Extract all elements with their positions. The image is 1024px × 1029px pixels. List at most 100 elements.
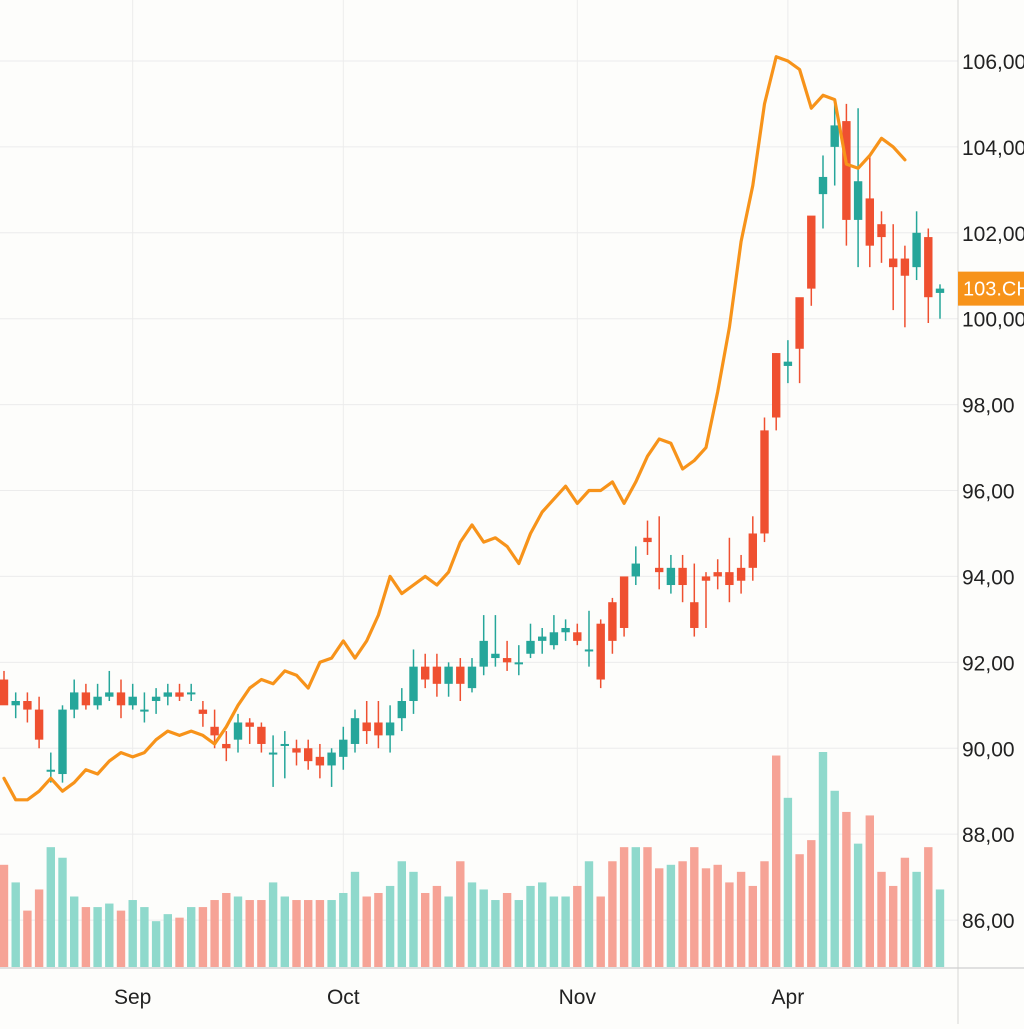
- volume-bar: [128, 900, 137, 967]
- candle-body: [397, 701, 406, 719]
- overlay-line-layer: [2, 55, 907, 802]
- volume-bar: [631, 847, 640, 967]
- candle-body: [70, 692, 79, 710]
- volume-bar: [140, 907, 149, 967]
- volume-bar: [175, 917, 184, 967]
- y-tick-label: 98,00: [962, 395, 1015, 418]
- y-axis-tick-labels: 86,00 88,00 90,00 92,00 94,00 96,00 98,00 100,0…: [962, 51, 1024, 933]
- volume-bar: [280, 896, 289, 967]
- volume-bar: [772, 755, 781, 967]
- volume-bar: [304, 900, 313, 967]
- candle-body: [900, 258, 910, 276]
- candle-body: [631, 563, 640, 577]
- candle-body: [818, 176, 828, 195]
- x-tick-label: Oct: [327, 986, 360, 1009]
- y-tick-label: 90,00: [962, 738, 1015, 761]
- candle-body: [339, 739, 348, 757]
- candle-body: [198, 709, 208, 714]
- volume-bar: [526, 885, 535, 967]
- volume-bar: [502, 892, 512, 967]
- volume-bar: [163, 914, 172, 967]
- candle-body: [807, 215, 816, 289]
- candle-body: [655, 567, 664, 573]
- candle-body: [210, 726, 219, 736]
- volume-bar: [596, 896, 605, 967]
- volume-bar: [924, 847, 933, 967]
- candle-body: [187, 692, 196, 695]
- candle-body: [608, 602, 617, 641]
- volume-bar: [187, 907, 196, 967]
- candle-body: [456, 666, 465, 684]
- candle-body: [432, 666, 442, 684]
- current-price-label: 103.CH: [963, 279, 1024, 301]
- x-tick-label: Apr: [772, 986, 805, 1009]
- candle-body: [502, 658, 512, 663]
- candle-body: [538, 636, 547, 641]
- volume-bar: [538, 882, 547, 967]
- volume-bar: [432, 885, 442, 967]
- volume-bar: [23, 910, 32, 967]
- candle-body: [865, 198, 874, 246]
- volume-bar: [222, 892, 231, 967]
- candle-body: [233, 722, 243, 740]
- current-price-tag-bg: [958, 271, 1024, 306]
- volume-bar: [514, 900, 523, 967]
- volume-bar: [830, 790, 839, 967]
- candle-body: [479, 640, 488, 667]
- volume-bar: [561, 896, 570, 967]
- y-tick-label: 96,00: [962, 481, 1015, 504]
- y-tick-label: 100,00: [962, 309, 1024, 332]
- candle-body: [783, 361, 793, 366]
- candle-body: [701, 576, 711, 581]
- volume-bar: [748, 885, 757, 967]
- volume-bar: [865, 815, 874, 967]
- volume-bar: [818, 752, 828, 967]
- candle-body: [561, 627, 570, 633]
- candle-body: [222, 743, 231, 749]
- volume-bar: [315, 900, 325, 967]
- volume-bar: [105, 903, 114, 967]
- candle-body: [0, 679, 9, 706]
- volume-bar: [233, 896, 243, 967]
- candle-body: [573, 632, 582, 641]
- y-tick-label: 102,00: [962, 223, 1024, 246]
- volume-bar: [58, 857, 67, 967]
- candle-body: [58, 709, 67, 775]
- volume-bar: [397, 861, 406, 967]
- candle-body: [596, 623, 605, 680]
- volume-bar: [935, 889, 945, 967]
- volume-bar: [257, 900, 266, 967]
- candle-body: [421, 666, 430, 680]
- volume-bar: [643, 847, 652, 967]
- candle-body: [889, 258, 898, 268]
- candle-body: [526, 640, 535, 654]
- volume-bar: [421, 892, 430, 967]
- candle-body: [736, 567, 746, 581]
- candle-body: [795, 297, 804, 349]
- current-price-tag[interactable]: 103.CH: [958, 271, 1024, 306]
- candle-body: [350, 718, 360, 744]
- candle-body: [116, 692, 126, 706]
- volume-bar: [912, 871, 921, 967]
- candle-body: [842, 121, 851, 220]
- candle-body: [362, 722, 371, 732]
- candle-body: [93, 696, 102, 706]
- grid-lines: [0, 0, 958, 967]
- volume-bar: [877, 871, 886, 967]
- volume-bar: [584, 861, 594, 967]
- candle-body: [772, 353, 781, 418]
- volume-bar: [444, 896, 453, 967]
- candle-body: [46, 769, 55, 772]
- candle-body: [81, 692, 91, 706]
- candle-body: [467, 666, 477, 689]
- candle-body: [11, 701, 20, 706]
- candle-body: [128, 696, 137, 706]
- volume-bar: [70, 896, 79, 967]
- volume-bar: [11, 882, 20, 967]
- candle-body: [140, 709, 149, 712]
- candle-body: [257, 726, 266, 744]
- candle-body: [23, 701, 32, 710]
- volume-bar: [736, 871, 746, 967]
